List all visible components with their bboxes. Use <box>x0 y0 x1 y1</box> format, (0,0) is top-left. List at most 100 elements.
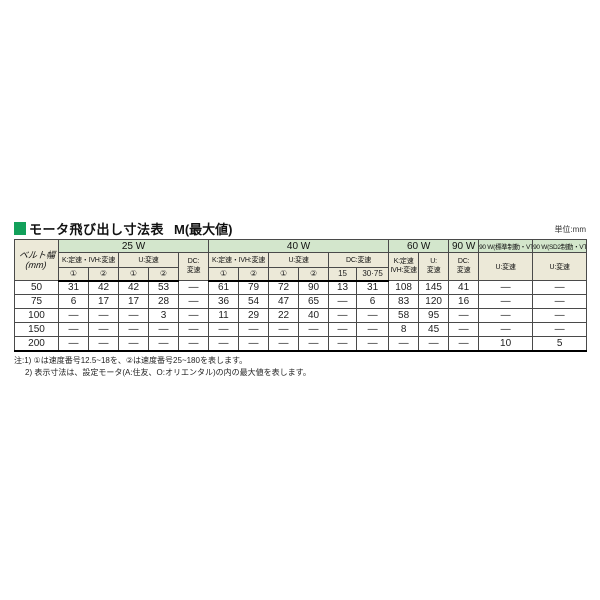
cell: 108 <box>388 280 420 295</box>
cell: 53 <box>148 280 179 295</box>
cell: — <box>148 336 179 352</box>
belt-width-value: 100 <box>14 308 59 323</box>
cell: 61 <box>208 280 240 295</box>
header-group-90w: 90 W <box>448 239 480 253</box>
cell: — <box>532 280 588 295</box>
header-group-25w: 25 W <box>57 239 210 253</box>
cell: — <box>208 322 240 337</box>
cell: 5 <box>532 336 588 352</box>
cell: 90 <box>298 280 330 295</box>
header-40w-u-col2: ② <box>298 267 330 282</box>
cell: — <box>177 322 210 337</box>
cell: — <box>268 322 300 337</box>
header-40w-k-col2: ② <box>238 267 270 282</box>
header-40w-u: U:変速 <box>268 252 330 268</box>
cell: 22 <box>268 308 300 323</box>
cell: — <box>58 308 89 323</box>
cell: — <box>478 308 534 323</box>
cell: — <box>88 336 119 352</box>
cell: — <box>268 336 300 352</box>
cell: 13 <box>328 280 358 295</box>
cell: — <box>58 322 89 337</box>
header-90w-dc-line2: 変速 <box>456 266 471 274</box>
table-row-200: 200 — — — — — — — — — — — — — — 10 5 <box>14 336 588 352</box>
cell: — <box>298 322 330 337</box>
cell: 79 <box>238 280 270 295</box>
header-group-90w-std-vt: 90 W(標準制動・VT) <box>478 239 534 253</box>
cell: — <box>88 308 119 323</box>
cell: — <box>88 322 119 337</box>
cell: 6 <box>356 294 390 309</box>
header-group-40w: 40 W <box>208 239 390 253</box>
cell: 65 <box>298 294 330 309</box>
table-row-50: 50 31 42 42 53 — 61 79 72 90 13 31 108 1… <box>14 280 588 295</box>
cell: 10 <box>478 336 534 352</box>
header-25w-k-col2: ② <box>88 267 119 282</box>
belt-width-value: 75 <box>14 294 59 309</box>
footnotes: 注:1) ①は速度番号12.5~18を、②は速度番号25~180を表します。 2… <box>14 355 586 379</box>
table-row-75: 75 6 17 17 28 — 36 54 47 65 — 6 83 120 1… <box>14 294 588 309</box>
cell: — <box>208 336 240 352</box>
cell: 45 <box>418 322 450 337</box>
cell: — <box>238 322 270 337</box>
header-40w-dc: DC:変速 <box>328 252 390 268</box>
cell: — <box>448 336 480 352</box>
header-40w-k-ivh: K:定速・IVH:変速 <box>208 252 270 268</box>
cell: — <box>356 336 390 352</box>
cell: — <box>478 322 534 337</box>
cell: 31 <box>356 280 390 295</box>
cell: 8 <box>388 322 420 337</box>
cell: 47 <box>268 294 300 309</box>
cell: — <box>177 280 210 295</box>
belt-width-header: ベルト幅 (mm) <box>14 239 59 281</box>
header-60w-u-line2: 変速 <box>426 266 441 274</box>
cell: 40 <box>298 308 330 323</box>
footnote-2: 2) 表示寸法は、設定モータ(A:住友、O:オリエンタル)の内の最大値を表します… <box>25 367 311 377</box>
cell: — <box>388 336 420 352</box>
catalog-section: モータ飛び出し寸法表 M(最大値) 単位:mm ベルト幅 (mm) 25 W 4… <box>14 220 588 379</box>
cell: 6 <box>58 294 89 309</box>
header-40w-dc-3075: 30·75 <box>356 267 390 282</box>
cell: — <box>148 322 179 337</box>
cell: 95 <box>418 308 450 323</box>
header-60w-k-line2: IVH:変速 <box>390 266 417 274</box>
cell: — <box>328 336 358 352</box>
motor-dimension-table: ベルト幅 (mm) 25 W 40 W 60 W 90 W 90 W(標準制動・… <box>14 239 588 352</box>
header-25w-dc: DC: 変速 <box>177 252 210 281</box>
cell: 58 <box>388 308 420 323</box>
table-row-100: 100 — — — 3 — 11 29 22 40 — — 58 95 — — … <box>14 308 588 323</box>
header-25w-k-ivh: K:定速・IVH:変速 <box>58 252 119 268</box>
header-60w-k-ivh: K:定速 IVH:変速 <box>388 252 420 281</box>
cell: 16 <box>448 294 480 309</box>
cell: 17 <box>118 294 149 309</box>
belt-width-header-line1: ベルト幅 <box>18 249 56 260</box>
cell: — <box>118 308 149 323</box>
cell: — <box>356 308 390 323</box>
cell: 54 <box>238 294 270 309</box>
section-title-row: モータ飛び出し寸法表 M(最大値) 単位:mm <box>14 220 586 237</box>
cell: 3 <box>148 308 179 323</box>
green-square-icon <box>14 221 26 235</box>
header-25w-u-col1: ① <box>118 267 149 282</box>
cell: — <box>418 336 450 352</box>
header-60w-u: U: 変速 <box>418 252 450 281</box>
cell: — <box>177 294 210 309</box>
cell: — <box>118 322 149 337</box>
cell: 83 <box>388 294 420 309</box>
cell: 120 <box>418 294 450 309</box>
header-25w-k-col1: ① <box>58 267 89 282</box>
header-90w-dc-line1: DC: <box>457 258 470 266</box>
cell: — <box>532 322 588 337</box>
cell: 31 <box>58 280 89 295</box>
cell: — <box>448 308 480 323</box>
footnote-1: 注:1) ①は速度番号12.5~18を、②は速度番号25~180を表します。 <box>14 355 248 365</box>
cell: — <box>238 336 270 352</box>
header-60w-k-line1: K:定速 <box>393 258 414 266</box>
cell: — <box>58 336 89 352</box>
cell: 72 <box>268 280 300 295</box>
header-25w-u: U:変速 <box>118 252 179 268</box>
cell: 41 <box>448 280 480 295</box>
header-40w-k-col1: ① <box>208 267 240 282</box>
header-40w-dc-15: 15 <box>328 267 358 282</box>
header-90w-std-vt-u: U:変速 <box>478 252 534 281</box>
